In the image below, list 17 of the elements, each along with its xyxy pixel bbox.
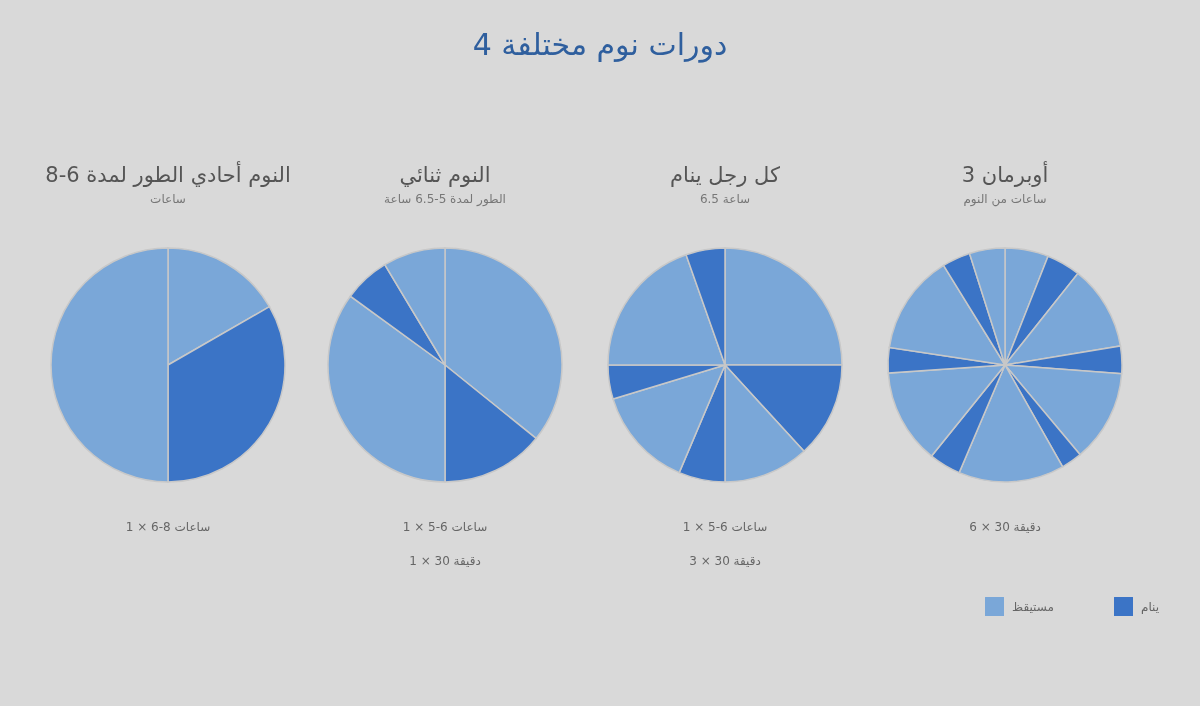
legend-label: ينام: [1141, 599, 1160, 614]
text: 1 × 6-8 ساعات: [125, 520, 211, 534]
text: 1 × 30 دقيقة: [409, 554, 481, 568]
chart-subtitle: 6.5 ساعة: [699, 192, 751, 206]
text: 1 × 5-6 ساعات: [682, 520, 768, 534]
chart-subtitle: ساعات من النوم: [963, 192, 1047, 207]
text: 4 دورات نوم مختلفة: [472, 26, 728, 63]
chart-title: كل رجل ينام: [670, 163, 780, 187]
text: 6 × 30 دقيقة: [969, 520, 1041, 534]
legend-label: مستيقظ: [1012, 599, 1054, 614]
chart-subtitle: الطور لمدة 5-6.5 ساعة: [384, 192, 506, 207]
chart-title: النوم أحادي الطور لمدة 6-8: [45, 161, 291, 187]
text: 3 × 30 دقيقة: [689, 554, 761, 568]
chart-title: أوبرمان 3: [961, 161, 1049, 187]
chart-subtitle: ساعات: [150, 192, 186, 206]
text: 1 × 5-6 ساعات: [402, 520, 488, 534]
chart-title: النوم ثنائي: [399, 163, 491, 187]
